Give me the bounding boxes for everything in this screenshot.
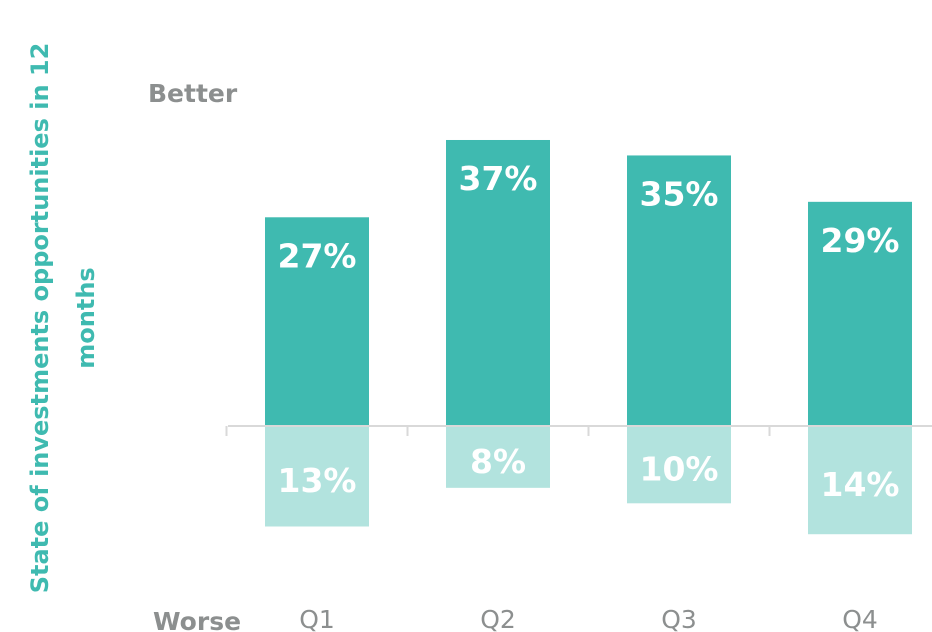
bar-worse-q4 <box>808 426 912 535</box>
tick-label-q1: Q1 <box>299 605 335 632</box>
bar-better-q1 <box>265 217 369 426</box>
y-axis-title-line-1: State of investments opportunities in 12 <box>26 43 54 594</box>
bar-worse-q3 <box>627 426 731 504</box>
tick-labels: Q1 Q2 Q3 Q4 <box>299 605 878 632</box>
bar-worse-q2 <box>446 426 550 488</box>
value-label-worse-q3: 10% <box>640 450 719 489</box>
value-label-worse-q1: 13% <box>278 461 357 500</box>
bar-better-q3 <box>627 155 731 426</box>
bar-worse-q1 <box>265 426 369 527</box>
value-label-better-q3: 35% <box>640 174 719 213</box>
better-label: Better <box>148 79 238 108</box>
y-axis-title-line-2: months <box>72 267 100 368</box>
tick-label-q3: Q3 <box>661 605 697 632</box>
value-label-better-q1: 27% <box>278 236 357 275</box>
worse-label: Worse <box>153 607 241 632</box>
value-labels: 27% 13% 37% 8% 35% 10% 29% 14% <box>278 159 900 504</box>
bars-better <box>265 139 912 427</box>
bar-better-q4 <box>808 201 912 426</box>
y-axis-title: State of investments opportunities in 12… <box>26 43 100 594</box>
tick-label-q2: Q2 <box>480 605 516 632</box>
value-label-better-q4: 29% <box>821 221 900 260</box>
value-label-better-q2: 37% <box>459 159 538 198</box>
bars-worse <box>265 426 912 535</box>
x-axis <box>225 425 932 436</box>
value-label-worse-q4: 14% <box>821 465 900 504</box>
value-label-worse-q2: 8% <box>470 442 526 481</box>
tick-label-q4: Q4 <box>842 605 878 632</box>
bar-better-q2 <box>446 139 550 427</box>
